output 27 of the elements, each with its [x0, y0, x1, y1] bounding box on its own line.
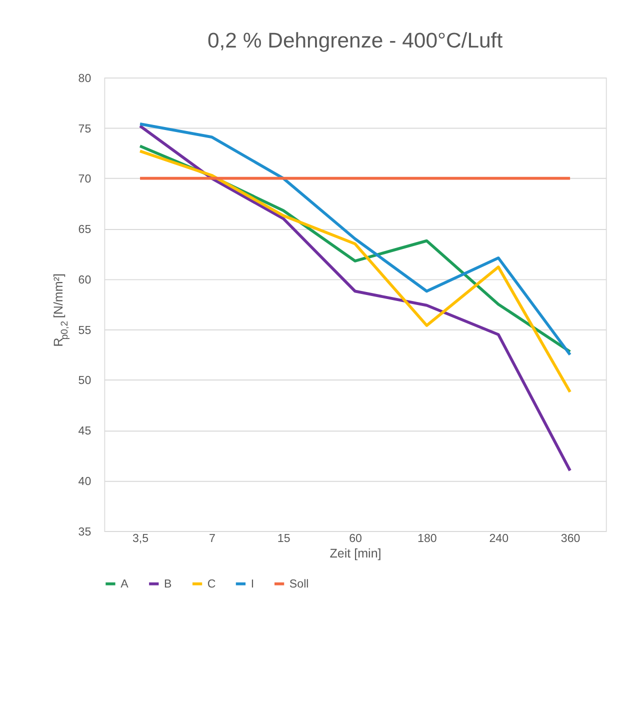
x-tick-label: 360 [560, 533, 580, 546]
y-tick-label: 55 [78, 324, 92, 337]
x-tick-label: 7 [208, 533, 216, 546]
legend-label: B [164, 578, 172, 591]
x-tick-label: 240 [489, 533, 509, 546]
legend-label: I [250, 578, 254, 591]
x-tick-label: 15 [277, 533, 290, 546]
x-tick-label: 3,5 [132, 533, 149, 546]
y-tick-label: 40 [78, 476, 92, 488]
chart-title: 0,2 % Dehngrenze - 400°C/Luft [207, 30, 503, 53]
y-tick-label: 65 [78, 224, 92, 236]
legend-label: Soll [289, 578, 309, 591]
x-tick-label: 180 [418, 533, 437, 546]
line-series [138, 150, 572, 394]
y-tick-label: 75 [78, 123, 92, 136]
y-axis-title: Rp0,2 [N/mm²] [52, 274, 71, 347]
y-tick-label: 60 [78, 274, 92, 286]
x-tick-label: 60 [349, 533, 362, 546]
x-axis-title: Zeit [min] [330, 546, 382, 561]
y-tick-label: 50 [78, 375, 92, 388]
y-tick-label: 70 [78, 174, 92, 186]
legend-label: C [207, 578, 216, 591]
y-tick-label: 35 [78, 526, 92, 538]
legend-label: A [120, 578, 129, 591]
y-tick-label: 45 [78, 426, 92, 438]
line-series [138, 124, 572, 472]
y-tick-label: 80 [78, 72, 92, 85]
